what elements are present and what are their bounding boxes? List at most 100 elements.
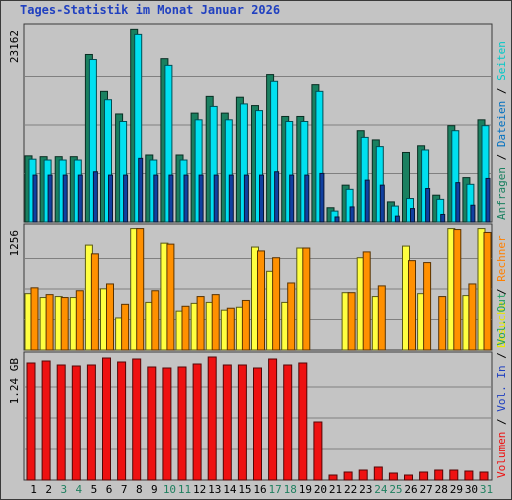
x-tick-label-day-28: 28 (435, 483, 448, 496)
bar-volumen-day-18 (283, 364, 293, 481)
page-title: Tages-Statistik im Monat Januar 2026 (20, 3, 281, 17)
bar-volumen-day-8 (132, 358, 142, 481)
y-axis-max-label: 23162 (8, 30, 21, 63)
bar-rechner-day-27 (423, 262, 432, 351)
x-tick-label-day-1: 1 (30, 483, 37, 496)
bar-rechner-day-10 (166, 243, 175, 351)
y-axis-labels: 23162 1256 1.24 GB (8, 30, 21, 404)
x-tick-label-day-8: 8 (136, 483, 143, 496)
bar-seiten-day-9 (153, 174, 159, 223)
bar-rechner-day-31 (483, 231, 492, 351)
bar-seiten-day-19 (304, 174, 310, 223)
bar-seiten-day-25 (394, 215, 400, 223)
x-tick-label-day-16: 16 (253, 483, 266, 496)
bar-volumen-day-31 (479, 471, 489, 481)
bar-volumen-day-2 (41, 360, 51, 481)
legends: Anfragen / Dateien / Seiten Besuche / Rec… (495, 41, 508, 478)
x-tick-label-day-10: 10 (163, 483, 176, 496)
bar-rechner-day-17 (272, 257, 281, 351)
bar-seiten-day-2 (47, 174, 53, 223)
x-tick-label-day-26: 26 (404, 483, 417, 496)
bar-seiten-day-28 (440, 213, 446, 223)
bar-seiten-day-6 (108, 174, 113, 223)
bar-seiten-day-21 (334, 216, 340, 223)
bar-seiten-day-26 (410, 208, 415, 223)
x-tick-label-day-6: 6 (106, 483, 113, 496)
bar-volumen-day-26 (404, 474, 413, 481)
chart-bars (24, 28, 492, 481)
bar-volumen-day-30 (464, 470, 474, 481)
bar-rechner-day-16 (257, 250, 265, 351)
bar-rechner-day-22 (347, 292, 356, 351)
bar-volumen-day-14 (222, 364, 232, 481)
legend-entry-vol-out: Vol. Out (495, 293, 508, 346)
bar-rechner-day-24 (377, 285, 386, 351)
x-tick-label-day-23: 23 (359, 483, 372, 496)
legend-bottom: Volumen / Vol. In / Vol. Out (495, 293, 508, 478)
bar-volumen-day-24 (373, 466, 383, 481)
bar-seiten-day-1 (32, 174, 38, 223)
bar-volumen-day-12 (192, 363, 202, 481)
bar-seiten-day-5 (92, 171, 98, 223)
bar-rechner-day-11 (181, 305, 190, 351)
bar-seiten-day-14 (228, 174, 234, 223)
bar-volumen-day-7 (117, 361, 127, 481)
bar-rechner-day-5 (90, 253, 99, 351)
bar-volumen-day-28 (434, 469, 444, 481)
bar-seiten-day-12 (198, 174, 204, 223)
legend-entry-anfragen: Anfragen (495, 167, 508, 220)
x-tick-label-day-5: 5 (91, 483, 98, 496)
bar-volumen-day-17 (268, 358, 278, 481)
x-tick-label-day-22: 22 (344, 483, 357, 496)
bar-volumen-day-19 (298, 362, 308, 481)
bar-rechner-day-3 (60, 297, 69, 351)
bar-rechner-day-6 (106, 283, 114, 351)
legend-separator: / (495, 282, 508, 302)
bar-volumen-day-15 (237, 364, 247, 481)
x-tick-label-day-19: 19 (299, 483, 312, 496)
bar-seiten-day-10 (168, 174, 174, 223)
legend-middle: Besuche / Rechner (495, 235, 508, 348)
bar-volumen-day-27 (419, 471, 429, 481)
bar-volumen-day-6 (102, 357, 111, 481)
bar-seiten-day-18 (289, 174, 295, 223)
x-tick-label-day-18: 18 (284, 483, 297, 496)
x-tick-label-day-31: 31 (480, 483, 493, 496)
bar-seiten-day-17 (274, 171, 280, 223)
legend-entry-besuche: Besuche (495, 302, 508, 348)
bar-rechner-day-29 (453, 229, 462, 351)
x-tick-label-day-29: 29 (450, 483, 463, 496)
x-tick-label-day-24: 24 (374, 483, 388, 496)
legend-entry-seiten: Seiten (495, 41, 508, 81)
x-tick-label-day-27: 27 (420, 483, 433, 496)
legend-entry-volumen: Volumen (495, 432, 508, 478)
legend-entry-vol-in: Vol. In (495, 365, 508, 411)
x-axis-labels: 1 2 3 4 5 6 7 8 9 10 11 12 13 14 15 16 17 18 19 20 21 22 23 24 2… (30, 483, 493, 496)
legend-separator: / (495, 346, 508, 366)
bar-seiten-day-27 (425, 187, 431, 223)
bar-seiten-day-31 (485, 177, 491, 223)
bar-rechner-day-14 (226, 307, 235, 351)
y-axis-max-label: 1256 (8, 230, 21, 257)
x-tick-label-day-2: 2 (45, 483, 52, 496)
bar-volumen-day-20 (313, 421, 323, 481)
bar-seiten-day-20 (319, 172, 325, 223)
bar-rechner-day-2 (45, 294, 54, 351)
bar-rechner-day-15 (241, 299, 250, 351)
bar-seiten-day-15 (243, 174, 249, 223)
bar-rechner-day-30 (468, 283, 477, 351)
bar-rechner-day-9 (151, 290, 160, 351)
x-tick-label-day-11: 11 (178, 483, 191, 496)
bar-volumen-day-3 (56, 364, 66, 481)
bar-volumen-day-25 (388, 472, 398, 481)
bar-rechner-day-28 (438, 296, 447, 351)
bar-volumen-day-23 (358, 469, 368, 481)
bar-volumen-day-1 (26, 362, 36, 481)
bar-seiten-day-29 (455, 182, 461, 223)
bar-volumen-day-16 (253, 367, 262, 481)
x-tick-label-day-9: 9 (151, 483, 158, 496)
bar-volumen-day-4 (71, 365, 81, 481)
bar-seiten-day-23 (364, 179, 370, 223)
x-tick-label-day-14: 14 (223, 483, 237, 496)
legend-top: Anfragen / Dateien / Seiten (495, 41, 508, 220)
